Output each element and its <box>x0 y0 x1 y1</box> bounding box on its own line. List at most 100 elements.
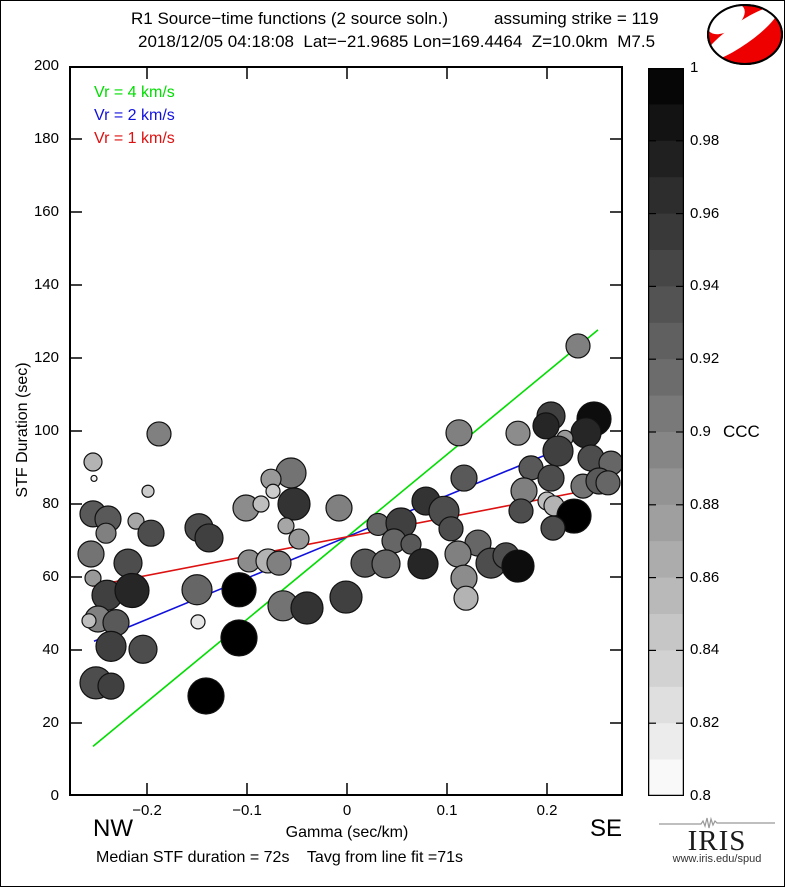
colorbar-segment <box>648 759 684 796</box>
scatter-point <box>290 591 324 625</box>
scatter-point <box>265 483 281 499</box>
y-tick-label: 180 <box>33 130 59 147</box>
colorbar-tick-label: 0.94 <box>690 277 720 295</box>
scatter-point <box>407 548 439 580</box>
y-tick-label: 100 <box>33 422 59 439</box>
scatter-point <box>194 523 224 553</box>
focal-mechanism-icon <box>707 4 783 65</box>
scatter-point <box>537 464 565 492</box>
colorbar-tick-label: 0.88 <box>690 495 720 513</box>
scatter-point <box>128 634 158 664</box>
colorbar-segment <box>648 577 684 615</box>
y-tick-label: 60 <box>42 568 59 585</box>
colorbar-tick-label: 0.84 <box>690 641 720 659</box>
legend-entry: Vr = 2 km/s <box>94 107 175 124</box>
colorbar-segment <box>648 432 684 469</box>
scatter-point <box>113 548 143 578</box>
x-tick-label: 0.1 <box>436 802 458 819</box>
scatter-point <box>220 619 258 657</box>
colorbar-tick-label: 1 <box>690 59 699 76</box>
scatter-point <box>565 333 591 359</box>
scatter-point <box>445 419 473 447</box>
colorbar-tick-label: 0.8 <box>690 787 711 804</box>
rupture-velocity-line <box>91 484 614 587</box>
colorbar-title: CCC <box>723 422 760 441</box>
scatter-point <box>137 519 165 547</box>
scatter-point <box>450 464 478 492</box>
colorbar-segment <box>648 723 684 761</box>
direction-label-nw: NW <box>93 815 133 842</box>
y-tick-label: 160 <box>33 203 59 220</box>
scatter-point <box>556 498 592 534</box>
scatter-point <box>505 420 531 446</box>
scatter-point <box>595 470 621 496</box>
colorbar-tick-label: 0.86 <box>690 568 720 586</box>
plot-title: R1 Source−time functions (2 source soln.… <box>131 9 449 28</box>
y-tick-label: 200 <box>33 57 59 74</box>
colorbar-segment <box>648 177 684 215</box>
scatter-point <box>371 549 401 579</box>
colorbar-segment <box>648 468 684 506</box>
scatter-point <box>114 572 150 609</box>
scatter-point <box>190 614 206 630</box>
scatter-point <box>438 516 464 542</box>
colorbar-segment <box>648 322 684 360</box>
scatter-point <box>277 517 295 535</box>
scatter-point <box>277 487 311 521</box>
colorbar-tick-label: 0.96 <box>690 204 720 222</box>
scatter-point <box>84 569 102 587</box>
scatter-point <box>508 498 534 524</box>
scatter-point <box>95 522 117 544</box>
x-tick-label: −0.1 <box>232 802 262 819</box>
colorbar-segment <box>648 614 684 651</box>
y-tick-label: 120 <box>33 349 59 366</box>
colorbar-tick-label: 0.98 <box>690 131 720 149</box>
colorbar-segment <box>648 286 684 324</box>
x-axis-title: Gamma (sec/km) <box>285 824 409 841</box>
seismogram-icon <box>659 816 775 829</box>
strike-annotation: assuming strike = 119 <box>494 9 659 28</box>
scatter-point <box>81 613 97 629</box>
scatter-point <box>252 495 270 513</box>
colorbar-segment <box>648 650 684 688</box>
scatter-point <box>187 677 225 715</box>
scatter-point <box>444 540 472 568</box>
colorbar-segment <box>648 686 684 724</box>
scatter-point <box>77 540 105 568</box>
scatter-point <box>141 484 155 498</box>
scatter-point <box>288 528 310 550</box>
colorbar-segment <box>648 504 684 542</box>
colorbar-tick-label: 0.92 <box>690 350 720 368</box>
colorbar-segment <box>648 250 684 287</box>
colorbar-tick-label: 0.82 <box>690 714 720 732</box>
scatter-point <box>532 412 560 440</box>
y-tick-label: 40 <box>42 641 59 658</box>
scatter-point <box>570 417 602 449</box>
legend-entry: Vr = 4 km/s <box>94 84 175 101</box>
direction-label-se: SE <box>590 815 623 842</box>
colorbar-segment <box>648 213 684 251</box>
scatter-point <box>542 435 574 467</box>
plot-border <box>69 66 623 796</box>
colorbar-segment <box>648 359 684 397</box>
scatter-point <box>329 580 363 614</box>
y-tick-label: 0 <box>50 787 59 804</box>
y-tick-label: 140 <box>33 276 59 293</box>
scatter-point <box>181 574 213 606</box>
scatter-point <box>266 550 292 576</box>
x-tick-label: 0.2 <box>536 802 558 819</box>
y-tick-label: 20 <box>42 714 59 731</box>
scatter-point <box>83 452 103 472</box>
colorbar-segment <box>648 104 684 142</box>
scatter-point <box>453 585 479 611</box>
colorbar-segment <box>648 541 684 579</box>
scatter-point <box>540 515 566 541</box>
y-tick-label: 80 <box>42 495 59 512</box>
colorbar <box>648 68 684 796</box>
colorbar-segment <box>648 395 684 433</box>
x-tick-label: −0.2 <box>132 802 162 819</box>
iris-logo: IRIS www.iris.edu/spud <box>651 816 783 865</box>
x-tick-label: 0 <box>342 802 352 819</box>
summary-stats: Median STF duration = 72s Tavg from line… <box>96 849 463 866</box>
